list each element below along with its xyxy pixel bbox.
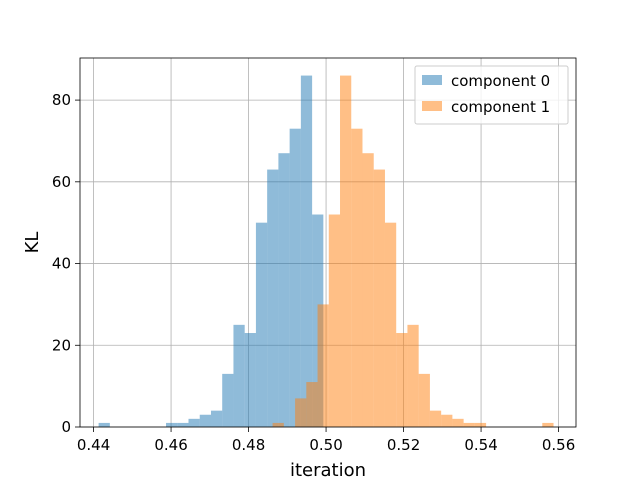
histogram-bar-component-0 xyxy=(255,222,268,427)
x-axis-label: iteration xyxy=(290,460,366,480)
legend: component 0 component 1 xyxy=(414,65,569,125)
histogram-bar-component-0 xyxy=(244,333,256,427)
histogram-bar-component-0 xyxy=(278,153,290,427)
histogram-bar-component-0 xyxy=(188,418,200,427)
legend-swatch-component-1 xyxy=(422,101,442,111)
histogram-bar-component-1 xyxy=(441,414,453,427)
histogram-bar-component-0 xyxy=(267,169,279,427)
y-tick-label: 20 xyxy=(52,336,71,354)
histogram-bar-component-0 xyxy=(300,75,313,428)
plot-frame xyxy=(79,57,577,428)
histogram-bar-component-0 xyxy=(233,324,245,427)
histogram-bar-component-0 xyxy=(222,373,234,427)
histogram-bar-component-1 xyxy=(418,373,430,427)
legend-label-component-1: component 1 xyxy=(451,98,550,116)
y-tick-label: 40 xyxy=(52,255,71,273)
histogram-bar-component-1 xyxy=(362,153,374,427)
histogram-bar-component-1 xyxy=(317,304,329,427)
histogram-bar-component-1 xyxy=(373,169,385,427)
legend-swatch-component-0 xyxy=(422,75,442,85)
x-tick-label: 0.44 xyxy=(77,436,110,454)
histogram-bar-component-1 xyxy=(474,422,487,427)
x-tick-label: 0.46 xyxy=(154,436,187,454)
histogram-bar-component-1 xyxy=(429,410,442,427)
histogram-bar-component-1 xyxy=(295,398,307,427)
histogram-bar-component-1 xyxy=(351,128,363,428)
x-tick-label: 0.50 xyxy=(309,436,342,454)
y-axis-label: KL xyxy=(22,232,43,254)
x-tick-label: 0.54 xyxy=(464,436,497,454)
bars-layer xyxy=(98,75,554,428)
x-tick-label: 0.48 xyxy=(232,436,265,454)
histogram-bar-component-1 xyxy=(328,214,341,427)
histogram-bar-component-0 xyxy=(166,422,178,427)
histogram-bar-component-1 xyxy=(542,422,554,427)
y-tick-label: 80 xyxy=(52,91,71,109)
histogram-bar-component-0 xyxy=(98,422,110,427)
y-tick-label: 60 xyxy=(52,173,71,191)
axes-layer xyxy=(79,57,577,428)
x-tick-label: 0.52 xyxy=(387,436,420,454)
histogram-bar-component-1 xyxy=(452,418,464,427)
histogram-bar-component-1 xyxy=(340,75,352,428)
legend-frame xyxy=(414,65,569,125)
histogram-bar-component-1 xyxy=(463,422,475,427)
ticks-layer: 0.44 0.46 0.48 0.50 0.52 0.54 0.56 0 20 40 60 80 xyxy=(52,91,575,454)
histogram-bar-component-1 xyxy=(272,422,284,427)
histogram-bar-component-0 xyxy=(289,128,301,428)
histogram-bar-component-1 xyxy=(384,222,397,427)
histogram-bar-component-1 xyxy=(407,324,419,427)
histogram-bar-component-1 xyxy=(396,333,408,427)
histogram-bar-component-1 xyxy=(306,382,318,427)
y-tick-label: 0 xyxy=(61,418,71,436)
legend-label-component-0: component 0 xyxy=(451,72,550,90)
histogram-bar-component-0 xyxy=(177,422,189,427)
histogram-bar-component-0 xyxy=(199,414,211,427)
x-tick-label: 0.56 xyxy=(542,436,575,454)
histogram-bar-component-0 xyxy=(210,410,223,427)
